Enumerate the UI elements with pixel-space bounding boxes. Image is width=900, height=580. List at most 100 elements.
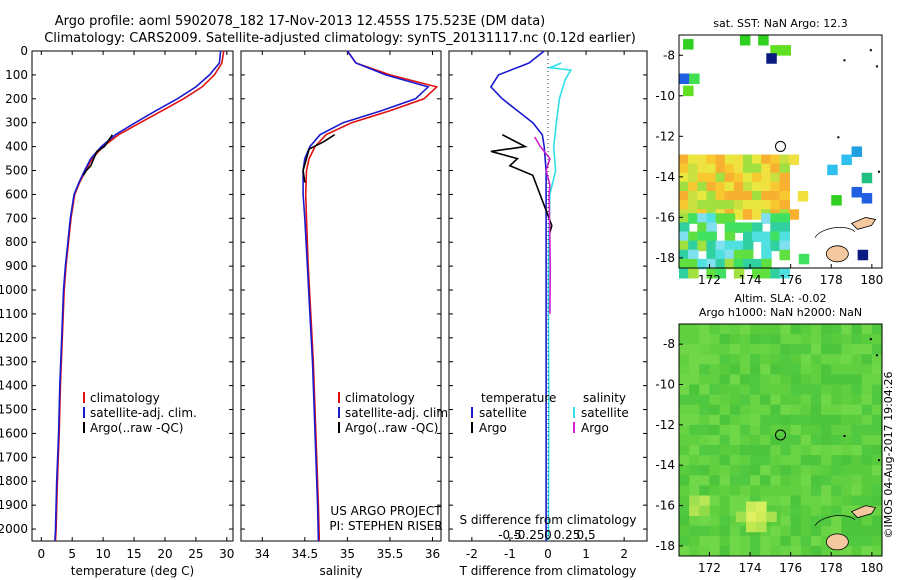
sla-cell (861, 485, 873, 496)
legend-label: satellite-adj. clim. (345, 406, 452, 420)
sla-cell (810, 394, 822, 406)
sla-cell (709, 505, 720, 517)
sst-cell (742, 154, 754, 166)
sla-cell (790, 404, 802, 416)
map-x-tick-label: 172 (698, 273, 721, 287)
sla-cell (719, 465, 731, 476)
sst-cell (679, 249, 690, 261)
sst-cell (752, 154, 763, 166)
sst-cell (770, 268, 781, 279)
sla-cell (760, 475, 771, 486)
sla-cell (821, 424, 832, 436)
sst-cell (742, 181, 754, 193)
sla-cell (780, 324, 791, 335)
map-x-tick-label: 178 (820, 273, 843, 287)
sla-cell (760, 414, 771, 426)
sla-cell (861, 414, 873, 426)
sst-cell (706, 181, 717, 193)
sst-cell (688, 191, 699, 202)
sla-cell (861, 434, 873, 446)
sla-cell (821, 394, 832, 406)
sst-cell (697, 222, 708, 233)
sla-cell (770, 525, 781, 537)
sla-cell (810, 525, 822, 537)
map-y-tick-label: -10 (655, 89, 675, 103)
sla-cell (709, 434, 720, 446)
sst-cell (679, 222, 690, 233)
sla-cell (810, 434, 822, 446)
sla-cell (719, 525, 731, 537)
sla-patch (745, 521, 757, 533)
sla-cell (770, 485, 781, 496)
sla-cell (851, 475, 863, 486)
sla-cell (709, 394, 720, 406)
sla-cell (790, 475, 802, 486)
sla-patch (756, 501, 767, 513)
sla-cell (699, 384, 710, 396)
sst-cell (689, 73, 700, 84)
sla-cell (790, 374, 802, 385)
map-frame (678, 34, 883, 269)
sla-cell (871, 424, 883, 436)
reef-speck (877, 170, 880, 173)
sla-cell (679, 324, 690, 335)
sst-cell (761, 249, 772, 261)
sla-cell (750, 384, 761, 396)
sst-cell (742, 258, 754, 270)
sla-cell (719, 354, 731, 365)
x2-tick-label: -0.25 (513, 528, 544, 542)
sst-cell (706, 213, 717, 224)
sst-cell (770, 240, 781, 252)
x-tick-label: 35 (340, 547, 355, 561)
sla-cell (790, 465, 802, 476)
sla-cell (760, 455, 771, 466)
sla-cell (679, 364, 690, 375)
sla-cell (871, 455, 883, 466)
map-y-tick-label: -12 (655, 418, 675, 432)
sla-cell (739, 364, 751, 375)
sst-cell (679, 191, 690, 202)
map-frame (678, 323, 883, 557)
sla-cell (790, 545, 802, 557)
sla-cell (750, 394, 761, 406)
sla-cell (760, 374, 771, 385)
sla-cell (709, 404, 720, 416)
sla-cell (760, 404, 771, 416)
sla-cell (750, 324, 761, 335)
map-title: Argo h1000: NaN h2000: NaN (699, 306, 862, 319)
pi-annotation: PI: STEPHEN RISER (329, 519, 442, 533)
sla-cell (871, 344, 883, 355)
sla-cell (800, 505, 812, 517)
sla-cell (739, 505, 751, 517)
sla-cell (699, 414, 710, 426)
sst-cell (697, 154, 708, 166)
sla-cell (790, 364, 802, 375)
sst-cell (851, 186, 863, 198)
sla-cell (729, 485, 741, 496)
sla-cell (750, 334, 761, 345)
map-title: Altim. SLA: -0.02 (734, 292, 826, 305)
x-tick-label: 30 (219, 547, 234, 561)
sla-cell (831, 324, 842, 335)
sla-cell (810, 374, 822, 385)
salinity-panel: 34 34.5 35 35.5 36 salinity climatologysatelli… (240, 50, 452, 578)
sst-cell (779, 240, 790, 252)
sla-cell (780, 455, 791, 466)
reef-speck (875, 354, 878, 357)
sst-cell (733, 191, 745, 202)
sla-cell (800, 445, 812, 456)
sla-cell (719, 364, 731, 375)
sla-cell (851, 344, 863, 355)
sst-cell (688, 249, 699, 261)
sla-cell (851, 465, 863, 476)
sla-cell (689, 414, 700, 426)
sla-cell (810, 384, 822, 396)
sla-cell (750, 424, 761, 436)
sla-cell (689, 354, 700, 365)
sst-cell (688, 154, 699, 166)
sla-cell (760, 424, 771, 436)
sla-cell (800, 384, 812, 396)
sla-cell (699, 475, 710, 486)
x2-tick-label: 0.5 (577, 528, 596, 542)
sst-map-panel: sat. SST: NaN Argo: 12.3 172 174 176 178 180 -… (655, 17, 883, 287)
